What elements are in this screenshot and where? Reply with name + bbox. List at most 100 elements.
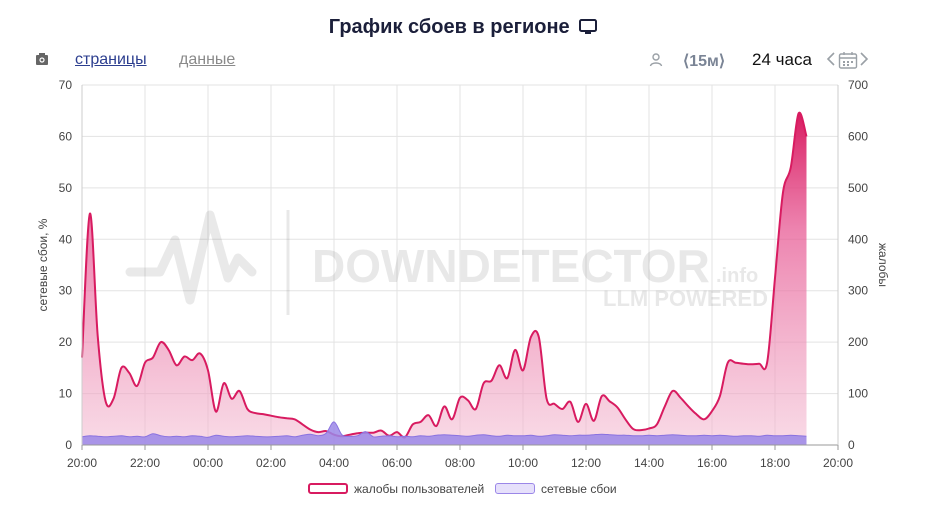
outages-point: 01:15: 1.8 bbox=[245, 434, 249, 438]
outages-point: 10:30: 1.7 bbox=[537, 434, 541, 438]
complaints-point: 11:30: 84 bbox=[568, 400, 572, 404]
complaints-point: 18:00: 325 bbox=[773, 276, 777, 280]
chart-areas: 20:00: 170 20:15: 450 20:30: 210 20:45: 85 2… bbox=[80, 111, 809, 445]
complaints-point: 12:15: 47 bbox=[592, 419, 596, 423]
outages-point: 11:00: 2 bbox=[553, 433, 557, 437]
y-axis-right-label: жалобы bbox=[876, 243, 890, 287]
complaints-point: 10:45: 90 bbox=[545, 397, 549, 401]
outages-point: 03:00: 1.9 bbox=[301, 433, 305, 437]
outages-point: 15:15: 1.8 bbox=[686, 434, 690, 438]
outages-point: 00:30: 1.7 bbox=[222, 434, 226, 438]
chart-title: График сбоев в регионе bbox=[0, 16, 926, 41]
complaints-point: 09:30: 130 bbox=[505, 376, 509, 380]
complaints-point: 20:45: 85 bbox=[104, 399, 108, 403]
complaints-point: 08:30: 70 bbox=[474, 407, 478, 411]
complaints-point: 13:30: 31 bbox=[631, 427, 635, 431]
complaints-point: 15:45: 50 bbox=[702, 417, 706, 421]
complaints-point: 10:30: 210 bbox=[537, 335, 541, 339]
outages-point: 10:45: 1.8 bbox=[545, 434, 549, 438]
user-icon[interactable] bbox=[649, 52, 663, 72]
outages-point: 12:15: 2 bbox=[592, 433, 596, 437]
complaints-point: 06:00: 25 bbox=[395, 430, 399, 434]
x-tick-label: 06:00 bbox=[382, 456, 412, 470]
complaints-point: 22:30: 200 bbox=[159, 340, 163, 344]
next-period-icon[interactable] bbox=[859, 51, 869, 72]
complaints-point: 16:45: 160 bbox=[734, 361, 738, 365]
calendar-icon[interactable] bbox=[838, 51, 858, 74]
outages-point: 02:30: 1.8 bbox=[285, 434, 289, 438]
outages-point: 03:30: 1.8 bbox=[316, 434, 320, 438]
complaints-point: 05:30: 28 bbox=[379, 429, 383, 433]
outages-point: 01:30: 1.7 bbox=[253, 434, 257, 438]
outages-point: 13:30: 1.8 bbox=[631, 434, 635, 438]
x-tick-label: 10:00 bbox=[508, 456, 538, 470]
complaints-point: 00:15: 65 bbox=[214, 410, 218, 414]
complaints-point: 12:00: 80 bbox=[584, 402, 588, 406]
complaints-point: 11:45: 45 bbox=[576, 420, 580, 424]
complaints-point: 10:15: 210 bbox=[529, 335, 533, 339]
tab-data[interactable]: данные bbox=[179, 51, 236, 68]
complaints-point: 21:15: 150 bbox=[119, 366, 123, 370]
outages-point: 13:00: 1.9 bbox=[616, 433, 620, 437]
outages-point: 20:30: 1.7 bbox=[96, 434, 100, 438]
camera-icon[interactable] bbox=[35, 52, 49, 71]
prev-period-icon[interactable] bbox=[826, 51, 836, 72]
outages-point: 10:15: 1.9 bbox=[529, 433, 533, 437]
interval-selector[interactable]: ⟨15м⟩ bbox=[683, 53, 726, 70]
outages-point: 05:30: 1.7 bbox=[379, 434, 383, 438]
outages-point: 04:15: 2 bbox=[340, 433, 344, 437]
complaints-point: 09:45: 185 bbox=[513, 348, 517, 352]
outages-point: 15:45: 1.9 bbox=[702, 433, 706, 437]
complaints-point: 18:30: 540 bbox=[789, 165, 793, 169]
outages-point: 08:30: 1.9 bbox=[474, 433, 478, 437]
complaints-point: 08:15: 87 bbox=[466, 398, 470, 402]
outages-point: 04:45: 1.8 bbox=[356, 434, 360, 438]
outages-point: 23:30: 1.8 bbox=[190, 434, 194, 438]
chart-title-text: График сбоев в регионе bbox=[328, 16, 570, 38]
complaints-point: 14:30: 75 bbox=[663, 404, 667, 408]
tab-pages[interactable]: страницы bbox=[75, 51, 147, 68]
range-label[interactable]: 24 часа bbox=[752, 50, 812, 69]
complaints-point: 21:45: 115 bbox=[135, 384, 139, 388]
complaints-point: 13:45: 29 bbox=[639, 428, 643, 432]
legend-item-complaints[interactable]: жалобы пользователей bbox=[308, 481, 498, 497]
outages-point: 21:00: 1.7 bbox=[112, 434, 116, 438]
complaints-point: 09:00: 125 bbox=[490, 379, 494, 383]
outages-point: 18:00: 1.8 bbox=[773, 434, 777, 438]
complaints-point: 07:30: 75 bbox=[442, 404, 446, 408]
outages-point: 01:45: 1.6 bbox=[261, 435, 265, 439]
outages-area bbox=[82, 421, 807, 445]
complaints-point: 14:45: 105 bbox=[671, 389, 675, 393]
complaints-point: 03:00: 40 bbox=[301, 422, 305, 426]
data-points: 20:00: 170 20:15: 450 20:30: 210 20:45: 85 2… bbox=[80, 111, 809, 439]
outages-point: 01:00: 1.7 bbox=[238, 434, 242, 438]
outages-point: 11:30: 1.8 bbox=[568, 434, 572, 438]
outages-point: 02:00: 1.6 bbox=[269, 435, 273, 439]
outages-point: 00:15: 1.9 bbox=[214, 433, 218, 437]
complaints-point: 00:00: 145 bbox=[206, 368, 210, 372]
x-tick-label: 22:00 bbox=[130, 456, 160, 470]
outages-point: 23:00: 1.7 bbox=[175, 434, 179, 438]
outages-point: 06:00: 1.6 bbox=[395, 435, 399, 439]
complaints-point: 20:00: 170 bbox=[80, 356, 84, 360]
outages-point: 22:15: 2.2 bbox=[151, 432, 155, 436]
outages-point: 09:30: 1.9 bbox=[505, 433, 509, 437]
complaints-point: 19:00: 600 bbox=[805, 134, 809, 138]
outages-point: 14:15: 1.8 bbox=[655, 434, 659, 438]
outages-point: 20:45: 1.6 bbox=[104, 435, 108, 439]
complaints-point: 03:15: 30 bbox=[308, 428, 312, 432]
monitor-icon bbox=[579, 18, 598, 41]
complaints-point: 07:00: 58 bbox=[427, 413, 431, 417]
outages-point: 08:45: 2 bbox=[482, 433, 486, 437]
outages-point: 02:15: 1.7 bbox=[277, 434, 281, 438]
complaints-point: 20:30: 210 bbox=[96, 335, 100, 339]
complaints-point: 22:00: 160 bbox=[143, 361, 147, 365]
legend-item-outages[interactable]: сетевые сбои bbox=[495, 481, 625, 497]
outages-point: 22:45: 1.6 bbox=[167, 435, 171, 439]
outages-point: 07:30: 2 bbox=[442, 433, 446, 437]
complaints-point: 16:15: 95 bbox=[718, 394, 722, 398]
outages-point: 15:30: 1.8 bbox=[694, 434, 698, 438]
chart-toolbar: страницы данные ⟨15м⟩ 24 часа bbox=[0, 48, 926, 72]
outages-point: 02:45: 1.6 bbox=[293, 435, 297, 439]
